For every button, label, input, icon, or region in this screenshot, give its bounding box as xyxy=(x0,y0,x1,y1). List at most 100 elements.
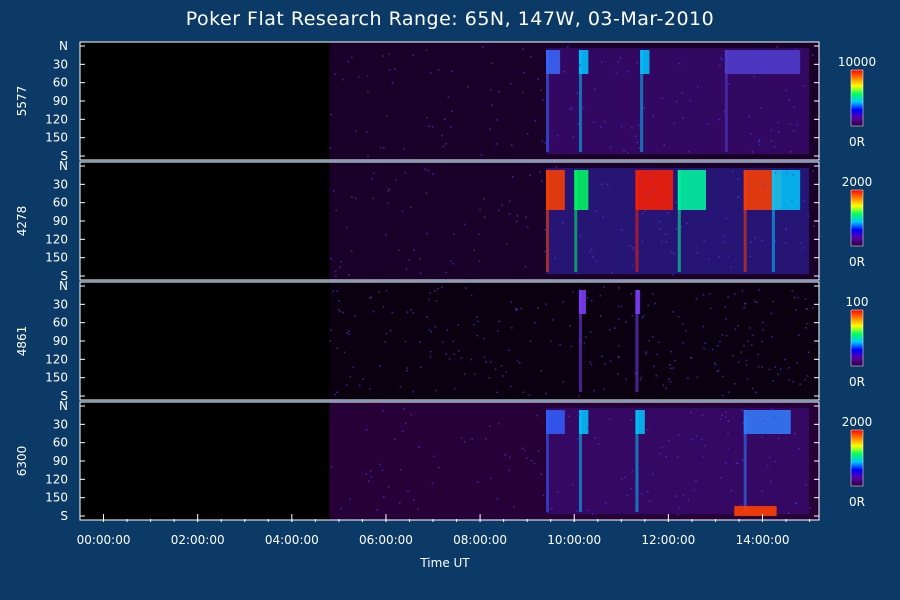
panel-4861-noise-point xyxy=(737,324,740,327)
panel-4861-noise-point xyxy=(591,299,593,302)
panel-5577-noise-point xyxy=(689,99,691,102)
panel-4861-noise-point xyxy=(741,290,744,292)
panel-4861-noise-point xyxy=(704,342,706,344)
panel-4861-noise-point xyxy=(508,349,510,351)
panel-4861-noise-point xyxy=(625,378,627,381)
panel-4861-noise-point xyxy=(721,334,724,336)
panel-5577-noise-point xyxy=(753,75,756,78)
panel-4861-noise-point xyxy=(674,360,676,362)
panel-5577-noise-point xyxy=(425,49,428,51)
panel-4861-noise-point xyxy=(329,340,332,342)
panel-4861-noise-point xyxy=(677,316,680,318)
panel-4861-noise-point xyxy=(658,341,660,344)
panel-4278-noise-point xyxy=(680,226,683,228)
panel-4861-noise-point xyxy=(745,364,748,366)
panel-4278-noise-point xyxy=(419,272,422,275)
panel-4861-noise-point xyxy=(643,315,645,317)
panel-5577-noise-point xyxy=(697,85,699,88)
panel-4278-noise-point xyxy=(413,249,415,251)
y-tick-label: 150 xyxy=(45,251,68,265)
panel-4861-noise-point xyxy=(399,385,402,388)
panel-4861-noise-point xyxy=(753,300,756,303)
panel-5577-noise-point xyxy=(537,78,540,80)
panel-4861-noise-point xyxy=(665,387,668,390)
panel-6300-noise-point xyxy=(719,477,722,479)
panel-5577-noise-point xyxy=(619,57,622,59)
panel-6300-noise-point xyxy=(526,456,528,459)
panel-4278-noise-point xyxy=(590,248,593,251)
panel-4861-noise-point xyxy=(604,362,606,365)
panel-5577-feature-trail-2 xyxy=(640,50,644,152)
panel-4861-noise-point xyxy=(496,391,498,394)
panel-4861-noise-point xyxy=(517,360,519,363)
panel-4861-noise-point xyxy=(534,322,536,324)
panel-6300-feature-trail-2 xyxy=(635,410,639,512)
panel-4861-noise-point xyxy=(579,339,581,342)
panel-6300-noise-point xyxy=(703,445,706,447)
colorbar-max-label: 100 xyxy=(846,295,869,309)
panel-4861-noise-point xyxy=(494,368,497,371)
panel-6300-feature-trail-0 xyxy=(545,410,549,512)
panel-6300-noise-point xyxy=(719,418,722,420)
panel-4861-noise-point xyxy=(716,370,719,373)
panel-4861-noise-point xyxy=(743,303,746,305)
panel-4861-noise-point xyxy=(798,334,800,336)
panel-6300-noise-point xyxy=(496,497,499,500)
panel-4861-noise-point xyxy=(334,393,336,396)
panel-4861-noise-point xyxy=(703,347,705,350)
x-axis-label: Time UT xyxy=(420,556,470,570)
panel-4278-noise-point xyxy=(672,273,674,276)
panel-4861-noise-point xyxy=(578,395,580,397)
panel-4278-feature-1 xyxy=(574,170,589,210)
panel-4861-noise-point xyxy=(653,365,655,368)
panel-4861-noise-point xyxy=(505,371,508,373)
panel-4861-noise-point xyxy=(682,323,684,325)
panel-4861-noise-point xyxy=(804,378,806,381)
panel-6300-noise-point xyxy=(798,448,800,450)
panel-4861-data-region xyxy=(329,282,819,400)
panel-6300-noise-point xyxy=(691,438,693,441)
panel-4278-noise-point xyxy=(404,171,407,174)
panel-6300-noise-point xyxy=(727,447,729,449)
panel-4278-noise-point xyxy=(686,222,688,225)
panel-5577-noise-point xyxy=(495,143,498,145)
panel-5577-noise-point xyxy=(627,70,629,73)
panel-wavelength-label: 6300 xyxy=(15,446,29,477)
panel-5577-noise-point xyxy=(367,90,369,93)
y-tick-label: 30 xyxy=(53,57,68,71)
panel-4278-noise-point xyxy=(478,233,480,236)
panel-4278-noise-point xyxy=(731,170,734,173)
panel-4861-noise-point xyxy=(654,302,657,305)
panel-4861-noise-point xyxy=(519,362,521,364)
panel-6300-noise-point xyxy=(773,416,775,419)
panel-6300-noise-point xyxy=(703,455,705,458)
panel-4278-noise-point xyxy=(785,172,788,174)
panel-4861-noise-point xyxy=(434,325,437,328)
y-tick-label: N xyxy=(59,39,68,53)
panel-4278-noise-point xyxy=(695,252,698,254)
panel-4861-noise-point xyxy=(516,308,519,311)
panel-5577-noise-point xyxy=(412,54,414,57)
panel-4278-noise-point xyxy=(401,210,404,213)
panel-6300-noise-point xyxy=(761,436,763,438)
panel-4861-noise-point xyxy=(670,367,672,369)
panel-5577-noise-point xyxy=(366,131,368,133)
panel-4861-noise-point xyxy=(714,363,717,366)
panel-4278-noise-point xyxy=(727,255,729,257)
panel-4861-noise-point xyxy=(805,327,807,329)
panel-4861-noise-point xyxy=(590,363,593,366)
panel-6300-noise-point xyxy=(777,437,780,439)
panel-4278-feature-trail-5 xyxy=(771,170,775,272)
panel-4278-noise-point xyxy=(761,183,763,186)
panel-4278-noise-point xyxy=(785,242,787,244)
panel-6300-noise-point xyxy=(460,437,463,439)
panel-4278-noise-point xyxy=(708,258,711,260)
panel-4278-noise-point xyxy=(800,242,803,244)
panel-5577-noise-point xyxy=(570,107,573,109)
panel-4278-noise-point xyxy=(483,216,486,219)
panel-4278-noise-point xyxy=(665,240,667,243)
panel-4278-noise-point xyxy=(463,223,466,226)
panel-6300-noise-point xyxy=(745,412,747,415)
panel-4278-noise-point xyxy=(650,177,652,179)
panel-4861-noise-point xyxy=(799,383,801,386)
